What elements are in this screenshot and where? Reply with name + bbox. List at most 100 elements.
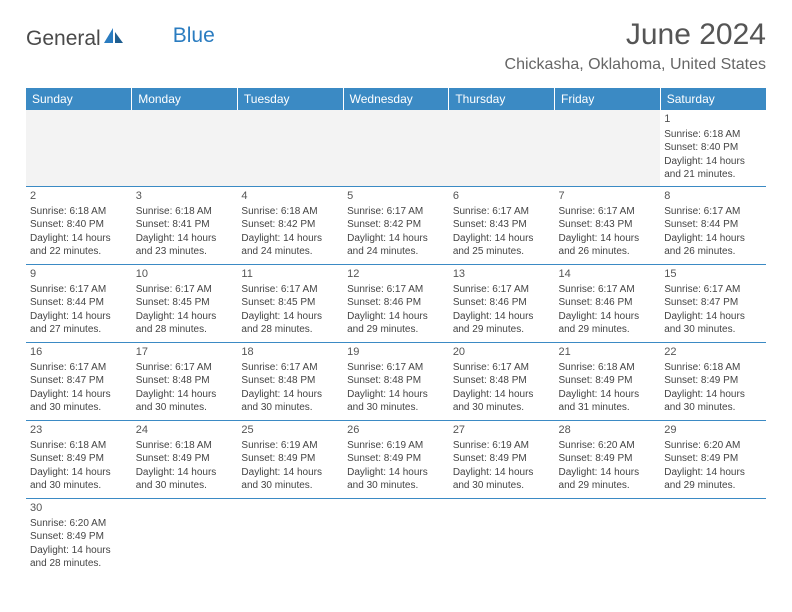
day-number: 18 [241,345,339,360]
calendar-cell: 6Sunrise: 6:17 AMSunset: 8:43 PMDaylight… [449,186,555,264]
sunset-line: Sunset: 8:46 PM [559,296,657,310]
day-header-wed: Wednesday [343,88,449,110]
calendar-row: 1Sunrise: 6:18 AMSunset: 8:40 PMDaylight… [26,110,766,186]
calendar-cell: 19Sunrise: 6:17 AMSunset: 8:48 PMDayligh… [343,342,449,420]
sunset-line: Sunset: 8:40 PM [30,218,128,232]
calendar-cell [449,498,555,576]
sunset-line: Sunset: 8:43 PM [453,218,551,232]
sunset-line: Sunset: 8:45 PM [136,296,234,310]
sunrise-line: Sunrise: 6:18 AM [559,361,657,375]
day-number: 29 [664,423,762,438]
sunrise-line: Sunrise: 6:18 AM [136,205,234,219]
calendar-cell: 7Sunrise: 6:17 AMSunset: 8:43 PMDaylight… [555,186,661,264]
sunrise-line: Sunrise: 6:17 AM [664,205,762,219]
daylight-line: Daylight: 14 hours and 29 minutes. [559,466,657,493]
calendar-cell: 5Sunrise: 6:17 AMSunset: 8:42 PMDaylight… [343,186,449,264]
daylight-line: Daylight: 14 hours and 25 minutes. [453,232,551,259]
sunrise-line: Sunrise: 6:18 AM [241,205,339,219]
day-number: 30 [30,501,128,516]
daylight-line: Daylight: 14 hours and 22 minutes. [30,232,128,259]
sunrise-line: Sunrise: 6:17 AM [453,205,551,219]
sunrise-line: Sunrise: 6:18 AM [30,439,128,453]
daylight-line: Daylight: 14 hours and 29 minutes. [664,466,762,493]
daylight-line: Daylight: 14 hours and 28 minutes. [241,310,339,337]
sunrise-line: Sunrise: 6:17 AM [559,283,657,297]
day-number: 13 [453,267,551,282]
calendar-cell [555,498,661,576]
daylight-line: Daylight: 14 hours and 28 minutes. [136,310,234,337]
calendar-cell: 30Sunrise: 6:20 AMSunset: 8:49 PMDayligh… [26,498,132,576]
day-number: 22 [664,345,762,360]
day-number: 6 [453,189,551,204]
day-header-row: Sunday Monday Tuesday Wednesday Thursday… [26,88,766,110]
calendar-cell: 9Sunrise: 6:17 AMSunset: 8:44 PMDaylight… [26,264,132,342]
sunset-line: Sunset: 8:49 PM [30,452,128,466]
sunrise-line: Sunrise: 6:20 AM [664,439,762,453]
sunset-line: Sunset: 8:49 PM [664,374,762,388]
calendar-cell: 16Sunrise: 6:17 AMSunset: 8:47 PMDayligh… [26,342,132,420]
sunrise-line: Sunrise: 6:17 AM [453,361,551,375]
sunset-line: Sunset: 8:46 PM [347,296,445,310]
daylight-line: Daylight: 14 hours and 27 minutes. [30,310,128,337]
day-number: 9 [30,267,128,282]
day-number: 15 [664,267,762,282]
calendar-cell: 22Sunrise: 6:18 AMSunset: 8:49 PMDayligh… [660,342,766,420]
day-header-fri: Friday [555,88,661,110]
sunset-line: Sunset: 8:49 PM [559,374,657,388]
sunrise-line: Sunrise: 6:17 AM [241,361,339,375]
sunset-line: Sunset: 8:48 PM [347,374,445,388]
calendar-cell: 20Sunrise: 6:17 AMSunset: 8:48 PMDayligh… [449,342,555,420]
day-number: 16 [30,345,128,360]
calendar-cell: 10Sunrise: 6:17 AMSunset: 8:45 PMDayligh… [132,264,238,342]
sunrise-line: Sunrise: 6:17 AM [347,361,445,375]
day-number: 26 [347,423,445,438]
sunrise-line: Sunrise: 6:20 AM [30,517,128,531]
day-header-thu: Thursday [449,88,555,110]
sunrise-line: Sunrise: 6:17 AM [559,205,657,219]
day-header-tue: Tuesday [237,88,343,110]
sunset-line: Sunset: 8:44 PM [664,218,762,232]
daylight-line: Daylight: 14 hours and 30 minutes. [453,388,551,415]
daylight-line: Daylight: 14 hours and 30 minutes. [241,466,339,493]
sunrise-line: Sunrise: 6:18 AM [664,361,762,375]
calendar-row: 2Sunrise: 6:18 AMSunset: 8:40 PMDaylight… [26,186,766,264]
sunset-line: Sunset: 8:49 PM [664,452,762,466]
calendar-cell: 21Sunrise: 6:18 AMSunset: 8:49 PMDayligh… [555,342,661,420]
daylight-line: Daylight: 14 hours and 29 minutes. [559,310,657,337]
sunset-line: Sunset: 8:42 PM [347,218,445,232]
sunset-line: Sunset: 8:49 PM [347,452,445,466]
day-number: 23 [30,423,128,438]
day-number: 8 [664,189,762,204]
daylight-line: Daylight: 14 hours and 26 minutes. [664,232,762,259]
day-number: 12 [347,267,445,282]
day-number: 21 [559,345,657,360]
daylight-line: Daylight: 14 hours and 30 minutes. [664,310,762,337]
calendar-cell: 29Sunrise: 6:20 AMSunset: 8:49 PMDayligh… [660,420,766,498]
day-number: 2 [30,189,128,204]
sunrise-line: Sunrise: 6:18 AM [136,439,234,453]
sunrise-line: Sunrise: 6:18 AM [664,128,762,142]
header: General Blue June 2024 Chickasha, Oklaho… [26,18,766,74]
day-number: 19 [347,345,445,360]
calendar-cell: 12Sunrise: 6:17 AMSunset: 8:46 PMDayligh… [343,264,449,342]
day-number: 10 [136,267,234,282]
day-number: 1 [664,112,762,127]
calendar-cell [343,110,449,186]
calendar-cell: 18Sunrise: 6:17 AMSunset: 8:48 PMDayligh… [237,342,343,420]
sunrise-line: Sunrise: 6:17 AM [453,283,551,297]
brand-text-blue: Blue [173,24,215,48]
sunrise-line: Sunrise: 6:17 AM [347,283,445,297]
calendar-cell: 15Sunrise: 6:17 AMSunset: 8:47 PMDayligh… [660,264,766,342]
day-number: 3 [136,189,234,204]
calendar-cell: 24Sunrise: 6:18 AMSunset: 8:49 PMDayligh… [132,420,238,498]
calendar-cell [26,110,132,186]
calendar-cell: 13Sunrise: 6:17 AMSunset: 8:46 PMDayligh… [449,264,555,342]
calendar-cell: 26Sunrise: 6:19 AMSunset: 8:49 PMDayligh… [343,420,449,498]
daylight-line: Daylight: 14 hours and 30 minutes. [453,466,551,493]
calendar-cell: 27Sunrise: 6:19 AMSunset: 8:49 PMDayligh… [449,420,555,498]
sunset-line: Sunset: 8:49 PM [136,452,234,466]
day-number: 5 [347,189,445,204]
calendar-cell: 1Sunrise: 6:18 AMSunset: 8:40 PMDaylight… [660,110,766,186]
day-number: 17 [136,345,234,360]
sunset-line: Sunset: 8:44 PM [30,296,128,310]
